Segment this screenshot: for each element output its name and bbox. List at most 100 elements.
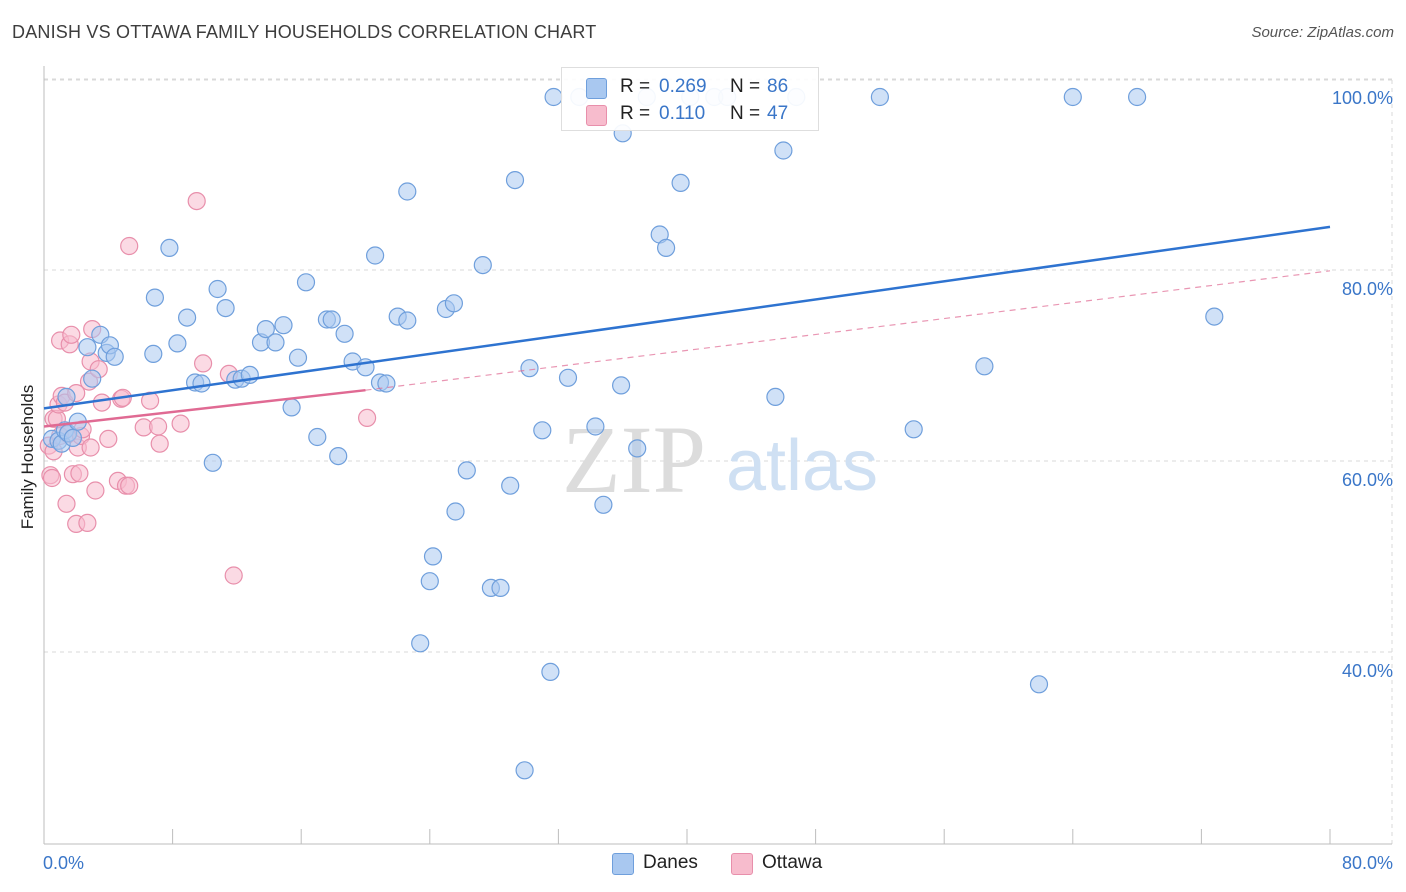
y-tick-label: 60.0% [1342, 470, 1393, 490]
ottawa-point [42, 468, 62, 488]
danes-point [192, 374, 211, 393]
danes-swatch [586, 78, 607, 99]
danes-point [335, 324, 354, 343]
y-tick-label: 80.0% [1342, 279, 1393, 299]
danes-point [491, 578, 510, 598]
ottawa-point [81, 438, 100, 457]
danes-point [423, 547, 443, 566]
danes-point [322, 310, 341, 329]
danes-point [63, 428, 83, 447]
chart-title: DANISH VS OTTAWA FAMILY HOUSEHOLDS CORRE… [12, 22, 597, 42]
danes-point [203, 453, 222, 472]
danes-point [78, 338, 97, 357]
danes-point [1029, 675, 1049, 694]
danes-point [145, 288, 164, 307]
danes-points [42, 87, 1224, 780]
y-tick-label: 100.0% [1332, 88, 1393, 108]
danes-point [398, 311, 417, 330]
ottawa-point [194, 354, 213, 373]
danes-point [160, 238, 179, 257]
danes-point [256, 320, 275, 339]
ottawa-point [120, 476, 139, 495]
ottawa-point [70, 464, 89, 483]
trend-lines [43, 225, 1331, 428]
danes-point [446, 502, 465, 521]
ottawa-point [78, 513, 97, 533]
danes-n-label: N = [730, 76, 761, 97]
ottawa-point [358, 408, 377, 427]
danes-point [1063, 87, 1082, 107]
danes-point [611, 376, 631, 395]
danes-point [586, 417, 605, 436]
danes-point [870, 87, 890, 107]
danes-r-value: 0.269 [659, 76, 707, 97]
danes-point [904, 420, 923, 439]
danes-point [420, 572, 439, 591]
danes-trend-line [43, 225, 1331, 410]
ottawa-point [187, 192, 206, 211]
source-label: Source: ZipAtlas.com [1251, 24, 1394, 41]
danes-point [1205, 307, 1224, 326]
danes-point [366, 246, 385, 265]
danes-point [628, 439, 647, 458]
y-tick-labels: 100.0% 80.0% 60.0% 40.0% [1332, 88, 1393, 681]
danes-point [473, 256, 492, 275]
danes-point [774, 141, 793, 160]
x-tick-labels: 0.0% 80.0% [43, 853, 1393, 873]
ottawa-trend-extension [365, 270, 1331, 391]
ottawa-r-label: R = [620, 103, 651, 124]
ottawa-point [92, 393, 112, 412]
ottawa-trend-line [43, 388, 366, 428]
danes-point [208, 279, 227, 299]
danes-point [282, 398, 301, 417]
x-tick-label: 0.0% [43, 853, 84, 873]
danes-point [656, 238, 676, 257]
danes-point [274, 316, 293, 335]
danes-point [329, 447, 348, 466]
danes-point [544, 87, 563, 107]
ottawa-point [150, 434, 169, 453]
danes-point [296, 273, 316, 292]
danes-point [57, 387, 76, 406]
ottawa-swatch [586, 105, 607, 126]
danes-point [975, 357, 994, 376]
watermark-atlas: atlas [726, 426, 878, 506]
danes-point [594, 495, 613, 514]
danes-point [558, 368, 578, 387]
ottawa-point [99, 429, 118, 448]
danes-point [398, 182, 417, 201]
danes-r-label: R = [620, 76, 651, 97]
ottawa-point [86, 481, 105, 500]
ottawa-n-label: N = [730, 103, 761, 124]
danes-point [457, 461, 476, 480]
danes-point [178, 308, 197, 327]
ottawa-point [224, 566, 243, 585]
legend-danes-swatch [612, 853, 634, 875]
danes-point [671, 173, 690, 192]
ottawa-point [120, 236, 139, 256]
danes-point [766, 387, 785, 406]
danes-point [266, 333, 285, 352]
danes-point [288, 348, 308, 367]
danes-point [168, 334, 187, 353]
y-tick-label: 40.0% [1342, 661, 1393, 681]
danes-point [501, 476, 520, 495]
grid-lines [44, 78, 1393, 844]
legend-ottawa-label: Ottawa [762, 852, 823, 873]
danes-n-value: 86 [767, 76, 789, 97]
danes-point [1127, 87, 1147, 107]
ottawa-point [57, 494, 76, 513]
danes-point [444, 294, 463, 313]
danes-point [377, 374, 396, 393]
danes-point [105, 347, 124, 366]
danes-point [411, 634, 430, 653]
axes [43, 66, 1392, 845]
x-tick-label: 80.0% [1342, 853, 1393, 873]
ottawa-n-value: 47 [767, 103, 789, 124]
watermark-zip: ZIP [562, 406, 706, 513]
legend-ottawa-swatch [731, 853, 753, 875]
danes-point [216, 299, 235, 318]
ottawa-point [171, 414, 190, 433]
danes-point [541, 662, 560, 682]
